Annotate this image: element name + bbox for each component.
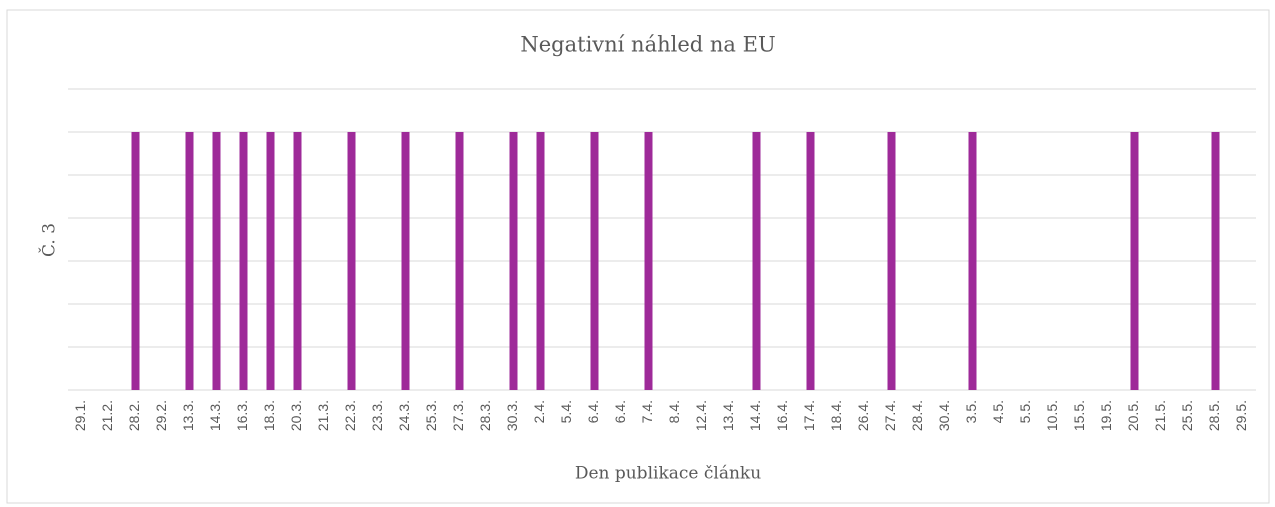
bar: [185, 132, 194, 390]
x-tick-label: 25.3.: [423, 400, 439, 431]
x-tick-label: 30.4.: [936, 400, 952, 431]
x-tick-label: 6.4.: [612, 400, 628, 423]
x-tick-label: 12.4.: [693, 400, 709, 431]
bar: [212, 132, 221, 390]
x-tick-label: 6.4.: [585, 400, 601, 423]
x-tick-label: 18.3.: [261, 400, 277, 431]
bar: [968, 132, 977, 390]
x-axis-title: Den publikace článku: [575, 464, 761, 484]
x-tick-label: 14.4.: [747, 400, 763, 431]
x-tick-label: 14.3.: [207, 400, 223, 431]
x-tick-label: 17.4.: [801, 400, 817, 431]
x-tick-label: 20.3.: [288, 400, 304, 431]
x-tick-label: 29.1.: [72, 400, 88, 431]
x-tick-label: 2.4.: [531, 400, 547, 423]
bar: [266, 132, 275, 390]
bar: [536, 132, 545, 390]
x-tick-label: 24.3.: [396, 400, 412, 431]
x-tick-label: 13.3.: [180, 400, 196, 431]
x-tick-label: 19.5.: [1098, 400, 1114, 431]
x-tick-label: 18.4.: [828, 400, 844, 431]
bar: [752, 132, 761, 390]
x-tick-label: 28.4.: [909, 400, 925, 431]
bar: [1130, 132, 1139, 390]
x-tick-label: 10.5.: [1044, 400, 1060, 431]
chart-title: Negativní náhled na EU: [520, 33, 775, 57]
x-tick-label: 22.3.: [342, 400, 358, 431]
x-tick-label: 16.4.: [774, 400, 790, 431]
bar: [887, 132, 896, 390]
x-tick-label: 15.5.: [1071, 400, 1087, 431]
x-tick-label: 5.4.: [558, 400, 574, 423]
x-tick-label: 21.5.: [1152, 400, 1168, 431]
x-tick-label: 27.3.: [450, 400, 466, 431]
bar: [347, 132, 356, 390]
x-tick-label: 21.2.: [99, 400, 115, 431]
bar: [401, 132, 410, 390]
x-tick-label: 25.5.: [1179, 400, 1195, 431]
x-tick-label: 30.3.: [504, 400, 520, 431]
x-tick-label: 28.3.: [477, 400, 493, 431]
x-tick-label: 8.4.: [666, 400, 682, 423]
x-tick-label: 7.4.: [639, 400, 655, 423]
bar: [293, 132, 302, 390]
x-tick-label: 13.4.: [720, 400, 736, 431]
bar: [590, 132, 599, 390]
x-tick-label: 28.2.: [126, 400, 142, 431]
x-tick-label: 20.5.: [1125, 400, 1141, 431]
x-tick-label: 23.3.: [369, 400, 385, 431]
x-tick-label: 27.4.: [882, 400, 898, 431]
bar: [644, 132, 653, 390]
x-tick-label: 3.5.: [963, 400, 979, 423]
bar: [239, 132, 248, 390]
y-axis-title: Č. 3: [39, 223, 60, 257]
bar: [1211, 132, 1220, 390]
x-tick-label: 28.5.: [1206, 400, 1222, 431]
x-tick-label: 16.3.: [234, 400, 250, 431]
x-tick-label: 5.5.: [1017, 400, 1033, 423]
x-tick-label: 4.5.: [990, 400, 1006, 423]
x-tick-label: 29.5.: [1233, 400, 1249, 431]
x-tick-label: 26.4.: [855, 400, 871, 431]
bar: [509, 132, 518, 390]
bar: [806, 132, 815, 390]
x-tick-label: 21.3.: [315, 400, 331, 431]
x-tick-label: 29.2.: [153, 400, 169, 431]
bar: [455, 132, 464, 390]
bar: [131, 132, 140, 390]
